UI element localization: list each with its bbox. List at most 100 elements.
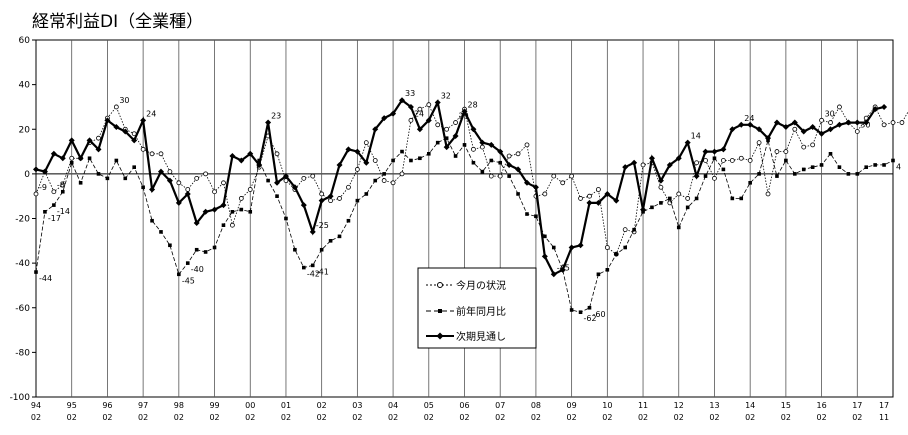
data-point (443, 144, 450, 151)
data-point (747, 121, 754, 128)
data-point (694, 160, 700, 166)
data-point (899, 120, 905, 125)
data-point (212, 189, 217, 195)
series-current (33, 102, 908, 257)
y-tick-label: 0 (24, 170, 30, 180)
data-point (416, 126, 423, 133)
data-label: 23 (271, 112, 281, 121)
data-point (882, 163, 886, 167)
data-point (302, 265, 306, 270)
data-label: -9 (39, 183, 47, 192)
chart-title: 経常利益DI（全業種） (32, 12, 203, 32)
data-point (659, 201, 663, 205)
data-point (68, 137, 75, 144)
data-point (221, 180, 226, 186)
x-tick-sub: 02 (674, 413, 684, 422)
x-tick-sub: 02 (31, 413, 41, 422)
data-point (765, 135, 772, 142)
x-tick-sub: 02 (245, 413, 255, 422)
data-point (693, 173, 700, 180)
data-point (327, 193, 334, 200)
data-point (524, 142, 530, 148)
data-point (810, 165, 815, 169)
x-tick-sub: 02 (816, 413, 826, 422)
data-point (560, 180, 566, 186)
legend-square-marker (438, 309, 442, 313)
data-point (532, 184, 539, 191)
data-point (372, 158, 378, 163)
data-point (658, 184, 664, 190)
data-point (729, 158, 735, 163)
data-point (426, 151, 431, 156)
data-point (41, 168, 48, 175)
x-tick-sub: 02 (495, 413, 505, 422)
data-point (336, 161, 343, 168)
data-point (168, 243, 172, 248)
data-point (712, 156, 717, 161)
x-axis-ticks: 94 02 95 02 96 02 97 02 98 02 99 02 00 02 01 02 02 02 03 02… (31, 401, 889, 422)
data-point (149, 151, 155, 157)
data-point (515, 166, 522, 173)
legend-label-yoy: 前年同月比 (456, 305, 506, 318)
data-point (34, 270, 38, 274)
data-point (149, 186, 156, 193)
legend-item-yoy: 前年同月比 (426, 305, 506, 318)
data-point (783, 149, 789, 154)
data-point (159, 230, 163, 234)
y-tick-label: -100 (10, 393, 31, 403)
data-point (703, 158, 708, 163)
data-point (854, 129, 860, 134)
legend-label-next: 次期見通し (456, 330, 506, 343)
data-point (604, 190, 611, 197)
data-point (407, 103, 414, 110)
data-point (50, 150, 57, 157)
y-axis-ticks: 60 40 20 0 -20 -40 -60 -80 -100 (10, 36, 36, 403)
data-point (738, 155, 744, 161)
data-point (506, 153, 512, 159)
data-point (765, 191, 771, 197)
data-point (96, 135, 101, 141)
legend-diamond-marker (436, 332, 444, 340)
data-label: -44 (39, 274, 52, 283)
title-box (22, 8, 220, 32)
data-point (551, 173, 557, 179)
data-label: -42 (307, 270, 320, 279)
data-point (461, 108, 468, 115)
data-point (873, 163, 877, 167)
data-point (408, 117, 414, 123)
x-tick-sub: 02 (745, 413, 755, 422)
data-label: 24 (146, 109, 156, 118)
data-label: -62 (584, 314, 597, 323)
data-point (596, 187, 601, 192)
data-point (69, 160, 74, 165)
data-point (534, 214, 538, 219)
data-point (391, 158, 395, 163)
data-point (256, 161, 263, 168)
data-point (78, 181, 83, 185)
data-point (300, 202, 307, 209)
data-point (773, 119, 780, 126)
legend-box (417, 267, 537, 349)
data-point (51, 189, 57, 195)
data-point (203, 250, 208, 254)
data-point (864, 165, 869, 169)
data-point (105, 176, 110, 181)
data-point (720, 158, 726, 163)
data-label: 4 (896, 162, 901, 171)
data-point (523, 179, 530, 186)
data-point (541, 253, 548, 260)
data-point (703, 174, 708, 178)
data-point (479, 144, 485, 150)
data-point (337, 234, 342, 239)
data-point (337, 196, 342, 201)
data-point (676, 225, 681, 230)
data-point (113, 124, 120, 131)
data-point (756, 126, 763, 133)
x-tick-year: 99 (209, 401, 219, 410)
x-tick-sub: 02 (102, 413, 112, 422)
data-point (95, 146, 102, 153)
data-point (382, 172, 386, 176)
data-point (141, 185, 145, 190)
data-label: 28 (468, 100, 478, 109)
data-point (640, 162, 646, 168)
